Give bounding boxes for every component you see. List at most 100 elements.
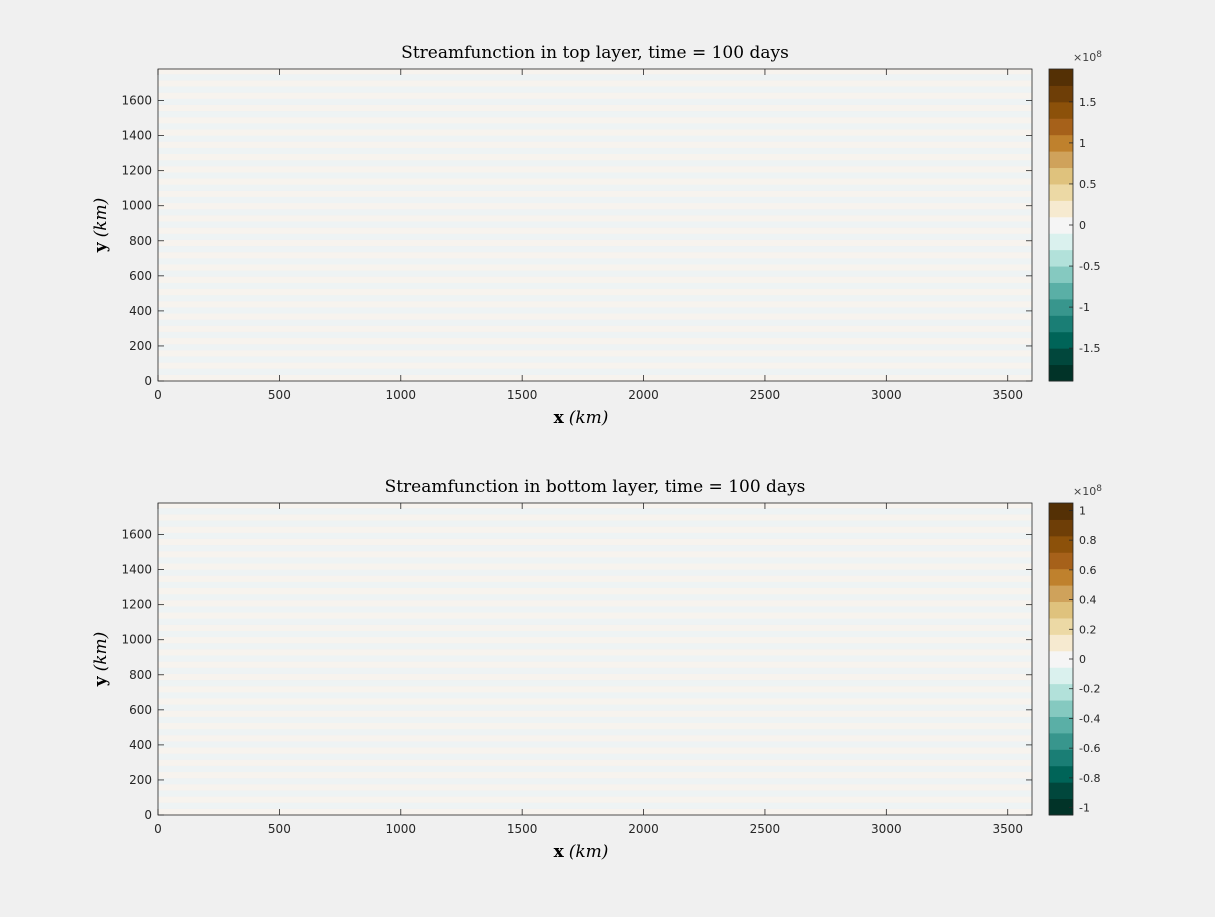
field-band bbox=[158, 606, 1032, 613]
chart-title: Streamfunction in bottom layer, time = 1… bbox=[385, 477, 806, 497]
field-band bbox=[158, 545, 1032, 552]
colorbar-segment bbox=[1049, 667, 1073, 685]
field-band bbox=[158, 178, 1032, 185]
field-band bbox=[158, 532, 1032, 539]
field-band bbox=[158, 716, 1032, 723]
x-tick-label: 3000 bbox=[871, 388, 902, 402]
field-band bbox=[158, 325, 1032, 332]
field-band bbox=[158, 368, 1032, 375]
y-tick-label: 1000 bbox=[121, 199, 152, 213]
field-band bbox=[158, 338, 1032, 345]
field-band bbox=[158, 111, 1032, 118]
field-band bbox=[158, 747, 1032, 754]
field-band bbox=[158, 184, 1032, 191]
field-band bbox=[158, 123, 1032, 130]
field-band bbox=[158, 288, 1032, 296]
field-band bbox=[158, 80, 1032, 87]
axes-box bbox=[157, 502, 1033, 816]
colorbar-exponent-power: 8 bbox=[1096, 50, 1102, 60]
field-band bbox=[158, 74, 1032, 81]
field-band bbox=[158, 557, 1032, 564]
field-band bbox=[158, 350, 1032, 357]
field-band bbox=[158, 117, 1032, 124]
colorbar-segment bbox=[1049, 364, 1073, 382]
colorbar-tick-label: 0 bbox=[1079, 653, 1086, 666]
subplot-top: 0 500 1000 1500 2000 2500 3000 3500020040060080… bbox=[91, 43, 1102, 428]
y-tick-label: 1400 bbox=[121, 129, 152, 143]
field-band bbox=[158, 514, 1032, 521]
y-tick-label: 600 bbox=[129, 269, 152, 283]
field-band bbox=[158, 759, 1032, 766]
y-tick-label: 1200 bbox=[121, 164, 152, 178]
field-band bbox=[158, 618, 1032, 625]
field-band bbox=[158, 661, 1032, 668]
y-tick-label: 200 bbox=[129, 339, 152, 353]
x-axis-label-unit: (km) bbox=[569, 408, 609, 428]
y-tick-label: 1400 bbox=[121, 563, 152, 577]
x-axis-label-var: x bbox=[554, 408, 565, 428]
colorbar-tick-label: 0.8 bbox=[1079, 534, 1097, 547]
colorbar-tick-label: 0.5 bbox=[1079, 178, 1097, 191]
colorbar-segment bbox=[1049, 266, 1073, 283]
field-band bbox=[158, 166, 1032, 173]
colorbar-segment bbox=[1049, 85, 1073, 103]
colorbar-segment bbox=[1049, 183, 1073, 201]
x-tick-label: 2500 bbox=[750, 388, 781, 402]
field-band bbox=[158, 643, 1032, 650]
field-band bbox=[158, 98, 1032, 105]
field-band bbox=[158, 239, 1032, 247]
colorbar-exponent-power: 8 bbox=[1096, 484, 1102, 494]
field-band bbox=[158, 270, 1032, 277]
field-band bbox=[158, 581, 1032, 589]
x-tick-label: 1000 bbox=[386, 388, 417, 402]
colorbar-segment bbox=[1049, 683, 1073, 701]
colorbar-exponent-base: ×10 bbox=[1073, 485, 1096, 498]
x-tick-label: 0 bbox=[154, 822, 162, 836]
y-axis-label-var: y bbox=[91, 241, 111, 253]
colorbar-segment bbox=[1049, 69, 1073, 86]
x-tick-label: 3000 bbox=[871, 822, 902, 836]
field-band bbox=[158, 722, 1032, 730]
field-band bbox=[158, 196, 1032, 204]
field-band bbox=[158, 147, 1032, 155]
field-bands bbox=[158, 69, 1032, 381]
colorbar-segment bbox=[1049, 519, 1073, 537]
field-band bbox=[158, 362, 1032, 369]
y-tick-label: 1600 bbox=[121, 94, 152, 108]
y-axis-label-var: y bbox=[91, 675, 111, 687]
colorbar-segment bbox=[1049, 200, 1073, 218]
y-axis-label-unit: (km) bbox=[91, 198, 111, 238]
field-band bbox=[158, 802, 1032, 809]
colorbar-tick-label: -0.4 bbox=[1079, 712, 1100, 725]
colorbar-segment bbox=[1049, 798, 1073, 816]
colorbar-segment bbox=[1049, 249, 1073, 267]
colorbar-exponent: ×108 bbox=[1073, 484, 1102, 498]
field-band bbox=[158, 141, 1032, 148]
colorbar: -1 -0.8 -0.6 -0.4 -0.2 0 0.2 0.4 0.6 0.8 1 ×108 bbox=[1048, 484, 1102, 816]
colorbar-segment bbox=[1049, 233, 1073, 251]
field-band bbox=[158, 673, 1032, 681]
field-band bbox=[158, 313, 1032, 320]
field-band bbox=[158, 69, 1032, 75]
x-tick-label: 2000 bbox=[628, 822, 659, 836]
colorbar-tick-label: 1 bbox=[1079, 504, 1086, 517]
field-band bbox=[158, 520, 1032, 527]
field-band bbox=[158, 600, 1032, 607]
colorbar-segment bbox=[1049, 617, 1073, 635]
colorbar-exponent-base: ×10 bbox=[1073, 51, 1096, 64]
field-band bbox=[158, 319, 1032, 326]
colorbar-tick-label: -0.8 bbox=[1079, 772, 1100, 785]
field-band bbox=[158, 203, 1032, 210]
field-band bbox=[158, 356, 1032, 363]
y-tick-label: 1200 bbox=[121, 598, 152, 612]
colorbar-segment bbox=[1049, 151, 1073, 169]
y-tick-label: 400 bbox=[129, 304, 152, 318]
colorbar-tick-label: -1 bbox=[1079, 301, 1090, 314]
x-tick-label: 3500 bbox=[992, 822, 1023, 836]
colorbar-segment bbox=[1049, 782, 1073, 800]
field-band bbox=[158, 276, 1032, 283]
field-band bbox=[158, 612, 1032, 619]
y-tick-label: 600 bbox=[129, 703, 152, 717]
field-band bbox=[158, 808, 1032, 815]
